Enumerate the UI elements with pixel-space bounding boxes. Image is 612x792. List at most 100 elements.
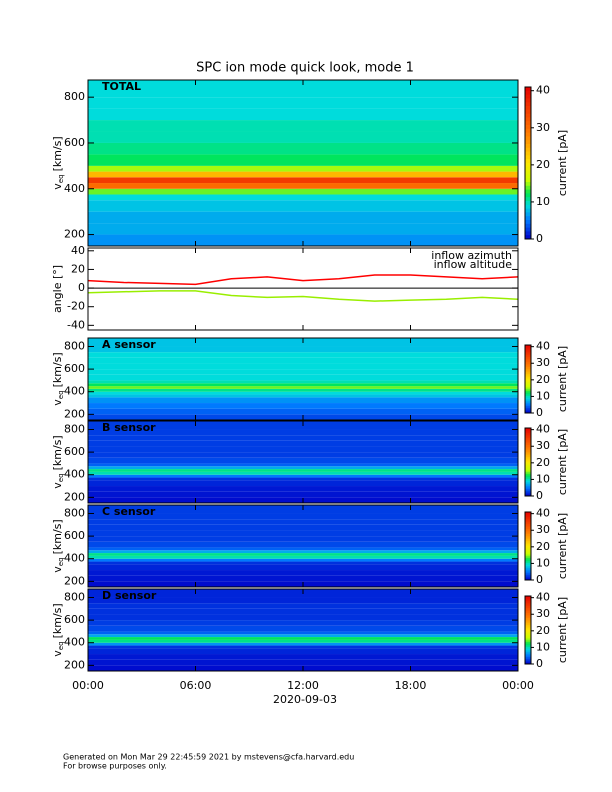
colorbar-segment: [525, 602, 531, 605]
y-tick-label: 800: [64, 590, 85, 603]
colorbar-segment: [525, 375, 531, 378]
spectrogram-band: [88, 645, 518, 649]
colorbar-segment: [525, 628, 531, 631]
colorbar-segment: [525, 641, 531, 645]
y-axis-label: veq [km/s]: [51, 519, 65, 572]
y-tick-label: 600: [64, 445, 85, 458]
y-label-sub: eq: [57, 473, 65, 482]
colorbar-segment: [525, 523, 531, 527]
spectrogram-band: [88, 408, 518, 415]
spectrogram-band: [88, 223, 518, 235]
legend-entry: inflow azimuth: [431, 249, 512, 262]
colorbar-label: current [pA]: [556, 130, 569, 196]
spectrogram-band: [88, 435, 518, 441]
colorbar-segment: [525, 630, 531, 633]
colorbar-segment: [525, 227, 531, 232]
spectrogram-band: [88, 558, 518, 562]
colorbar-tick-label: 40: [536, 84, 550, 97]
colorbar-segment: [525, 609, 531, 612]
y-label-unit: [km/s]: [51, 136, 64, 171]
spectrogram-band: [88, 403, 518, 409]
colorbar-tick-label: 30: [536, 439, 550, 452]
colorbar-segment: [525, 619, 531, 622]
colorbar-segment: [525, 537, 531, 540]
spectrogram-band: [88, 513, 518, 520]
colorbar-segment: [525, 527, 531, 530]
colorbar-segment: [525, 438, 531, 441]
colorbar-segment: [525, 155, 531, 160]
spectrogram-band: [88, 374, 518, 381]
colorbar-segment: [525, 356, 531, 360]
colorbar-tick-label: 0: [536, 406, 543, 419]
y-tick-label: 200: [64, 658, 85, 671]
colorbar-segment: [525, 512, 531, 515]
colorbar-segment: [525, 411, 531, 414]
spectrogram-band: [88, 177, 518, 184]
colorbar-segment: [525, 643, 531, 646]
footer-line: For browse purposes only.: [63, 762, 167, 771]
spectrogram-band: [88, 391, 518, 395]
spectrogram-band: [88, 446, 518, 453]
colorbar-segment: [525, 90, 531, 96]
colorbar-tick-label: 20: [536, 540, 550, 553]
spectrogram-band: [88, 491, 518, 498]
y-axis-label: veq [km/s]: [51, 352, 65, 405]
colorbar-segment: [525, 151, 531, 156]
y-tick-label: 400: [64, 552, 85, 565]
y-tick-label: 200: [64, 574, 85, 587]
colorbar-segment: [525, 485, 531, 488]
colorbar-segment: [525, 475, 531, 478]
colorbar-segment: [525, 655, 531, 658]
colorbar-segment: [525, 635, 531, 638]
colorbar-segment: [525, 144, 531, 149]
spectrogram-band: [88, 631, 518, 635]
colorbar-segment: [525, 613, 531, 616]
colorbar-segment: [525, 409, 531, 412]
colorbar-segment: [525, 517, 531, 520]
colorbar-segment: [525, 546, 531, 549]
colorbar-segment: [525, 525, 531, 528]
colorbar-segment: [525, 573, 531, 576]
colorbar-segment: [525, 520, 531, 523]
x-axis-label: 2020-09-03: [273, 693, 337, 706]
colorbar-segment: [525, 599, 531, 602]
spectrogram-band: [88, 352, 518, 358]
y-tick-label: 400: [64, 468, 85, 481]
spectrogram-band: [88, 429, 518, 436]
y-label-main: v: [51, 566, 64, 573]
colorbar-segment: [525, 428, 531, 431]
spectrogram-band: [88, 564, 518, 571]
colorbar-segment: [525, 429, 531, 432]
colorbar-segment: [525, 453, 531, 456]
colorbar-segment: [525, 480, 531, 483]
colorbar-segment: [525, 231, 531, 236]
colorbar-tick-label: 40: [536, 340, 550, 353]
y-axis-label: veq [km/s]: [51, 435, 65, 488]
colorbar-segment: [525, 563, 531, 566]
y-label-main: v: [51, 482, 64, 489]
colorbar-segment: [525, 98, 531, 103]
spectrogram-band: [88, 397, 518, 404]
colorbar-tick-label: 10: [536, 195, 550, 208]
colorbar-tick-label: 30: [536, 121, 550, 134]
colorbar-segment: [525, 607, 531, 611]
colorbar-segment: [525, 596, 531, 599]
colorbar-segment: [525, 389, 531, 392]
spectrogram-band: [88, 471, 518, 475]
colorbar-segment: [525, 394, 531, 397]
colorbar-segment: [525, 463, 531, 466]
y-tick-label: 800: [64, 339, 85, 352]
colorbar-segment: [525, 380, 531, 383]
y-axis-label: angle [°]: [51, 265, 64, 313]
colorbar-tick-label: 0: [536, 232, 543, 245]
y-label-main: v: [51, 650, 64, 657]
spectrogram-band: [88, 625, 518, 632]
colorbar-segment: [525, 353, 531, 356]
spectrogram-band: [88, 637, 518, 640]
colorbar-segment: [525, 640, 531, 643]
x-tick-label: 12:00: [287, 679, 319, 692]
colorbar-segment: [525, 178, 531, 183]
y-tick-label: -40: [67, 318, 85, 331]
colorbar-segment: [525, 616, 531, 619]
colorbar-segment: [525, 355, 531, 358]
